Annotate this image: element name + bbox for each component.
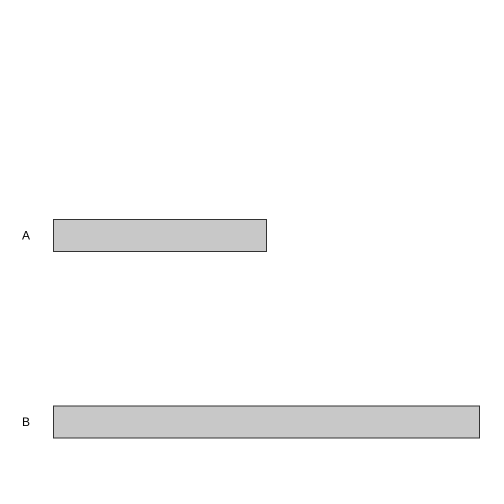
category-label-b: B (22, 415, 30, 429)
bar-b (53, 405, 480, 439)
bar-a (53, 219, 267, 252)
category-label-a: A (22, 229, 30, 243)
category-labels-group: AB (22, 229, 30, 430)
bars-group (53, 219, 480, 439)
